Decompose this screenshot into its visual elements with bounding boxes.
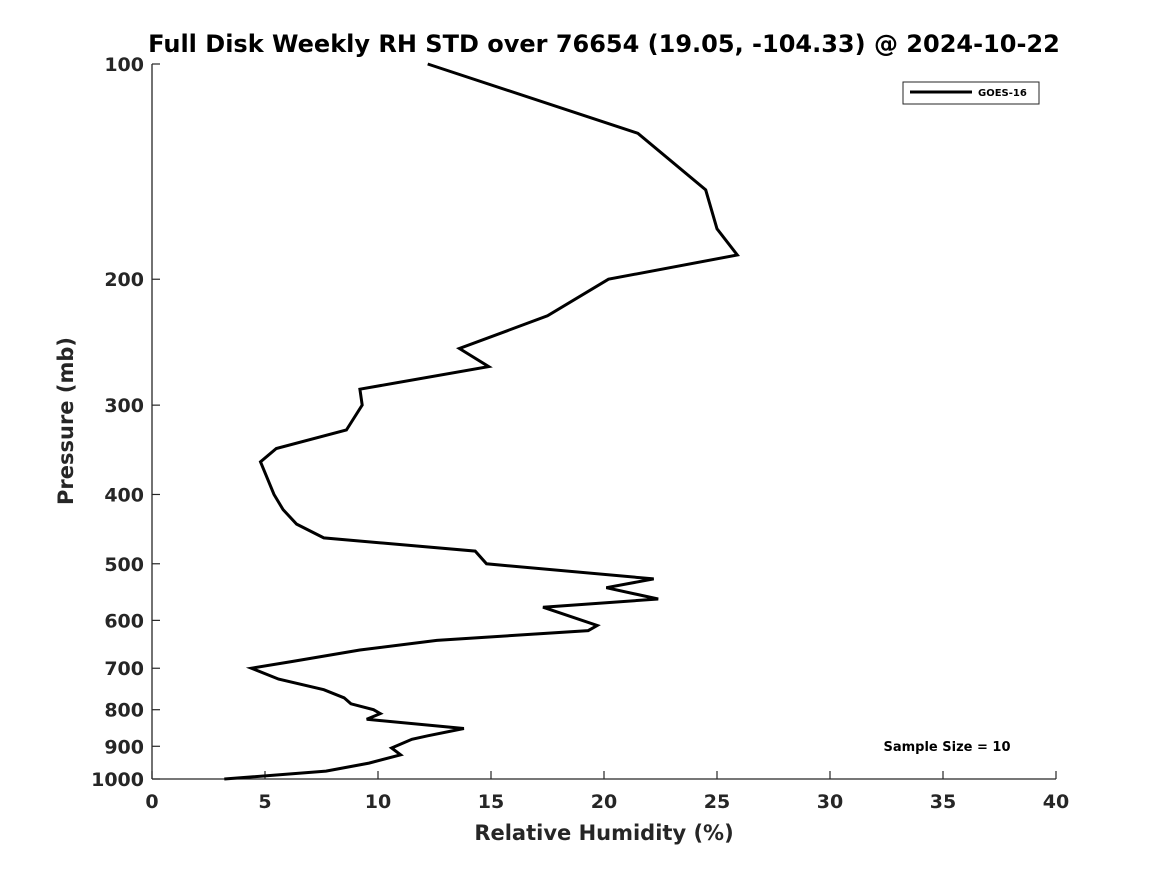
y-tick-label: 600 <box>104 610 144 632</box>
y-tick-label: 700 <box>104 658 144 680</box>
x-axis-ticks: 0 5 10 15 20 25 30 35 40 <box>145 771 1069 813</box>
x-tick-label: 25 <box>704 791 730 813</box>
x-tick-label: 30 <box>817 791 843 813</box>
sample-size-annotation: Sample Size = 10 <box>883 740 1010 755</box>
chart-title: Full Disk Weekly RH STD over 76654 (19.0… <box>148 30 1060 58</box>
x-tick-label: 5 <box>258 791 271 813</box>
y-tick-label: 400 <box>104 484 144 506</box>
series-layer <box>224 62 740 781</box>
y-tick-label: 200 <box>104 269 144 291</box>
legend: GOES-16 <box>902 81 1040 105</box>
y-tick-label: 800 <box>104 700 144 722</box>
y-tick-label: 500 <box>104 554 144 576</box>
x-tick-label: 10 <box>365 791 391 813</box>
x-tick-label: 35 <box>930 791 956 813</box>
x-tick-label: 0 <box>145 791 158 813</box>
legend-entry-goes-16: GOES-16 <box>978 88 1027 99</box>
x-tick-label: 15 <box>478 791 504 813</box>
x-tick-label: 40 <box>1043 791 1069 813</box>
y-axis-label: Pressure (mb) <box>54 337 78 505</box>
y-tick-label: 900 <box>104 736 144 758</box>
series-line-goes-16 <box>224 62 740 781</box>
y-tick-label: 300 <box>104 395 144 417</box>
y-tick-label: 1000 <box>91 769 144 791</box>
y-tick-label: 100 <box>104 54 144 76</box>
y-axis-ticks: 100 200 300 400 500 600 700 800 900 1000 <box>91 54 160 791</box>
axes <box>151 64 1056 780</box>
x-tick-label: 20 <box>591 791 617 813</box>
x-axis-label: Relative Humidity (%) <box>474 821 733 845</box>
